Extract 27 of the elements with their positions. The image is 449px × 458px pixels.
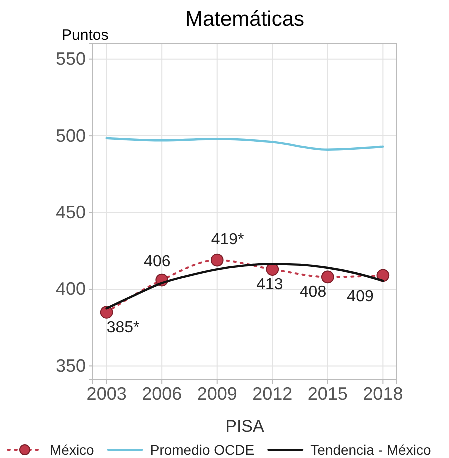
- x-tick-label: 2003: [86, 384, 127, 404]
- data-label: 408: [300, 284, 327, 302]
- y-tick-label: 450: [56, 202, 86, 223]
- data-label: 409: [347, 288, 374, 306]
- data-label: 406: [144, 253, 171, 270]
- y-tick-label: 550: [56, 49, 86, 70]
- data-label: 419*: [211, 231, 244, 248]
- y-tick-label: 350: [56, 356, 86, 376]
- data-label: 413: [256, 276, 284, 294]
- point: [321, 270, 334, 284]
- x-tick-label: 2018: [363, 384, 404, 404]
- legend-label: Tendencia - México: [310, 442, 432, 458]
- y-axis-title: Puntos: [62, 27, 109, 44]
- point: [100, 306, 114, 319]
- x-tick-label: 2009: [197, 384, 238, 404]
- line-series: [106, 137, 384, 151]
- legend-label: Promedio OCDE: [150, 442, 255, 458]
- x-tick-label: 2012: [252, 384, 293, 404]
- x-tick-label: 2006: [142, 384, 182, 404]
- x-tick-label: 2015: [308, 384, 348, 404]
- x-axis-title: PISA: [226, 417, 266, 436]
- point: [210, 254, 224, 267]
- legend-label: México: [50, 442, 95, 458]
- chart-title: Matemáticas: [185, 8, 305, 31]
- y-tick-label: 400: [56, 279, 86, 300]
- y-tick-label: 500: [56, 126, 86, 146]
- data-label: 385*: [106, 319, 140, 336]
